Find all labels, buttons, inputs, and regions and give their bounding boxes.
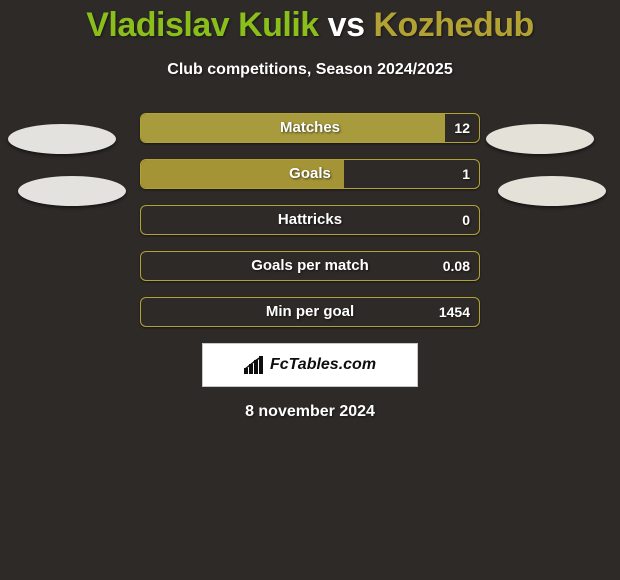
subtitle: Club competitions, Season 2024/2025 xyxy=(0,61,620,79)
bar-track xyxy=(140,251,480,281)
brand-box: FcTables.com xyxy=(202,343,418,387)
oval-right xyxy=(498,176,606,206)
brand-text: FcTables.com xyxy=(270,356,376,374)
player1-name: Vladislav Kulik xyxy=(86,6,319,44)
date-label: 8 november 2024 xyxy=(0,403,620,421)
brand-inner: FcTables.com xyxy=(244,356,376,374)
bar-track xyxy=(140,159,480,189)
comparison-title: Vladislav Kulik vs Kozhedub xyxy=(0,0,620,45)
oval-left xyxy=(18,176,126,206)
bar-fill-left xyxy=(141,114,445,142)
player2-name: Kozhedub xyxy=(373,6,533,44)
vs-label: vs xyxy=(328,6,365,44)
stat-row: Hattricks0 xyxy=(0,205,620,235)
oval-right xyxy=(486,124,594,154)
bar-fill-left xyxy=(141,160,344,188)
brand-bars-icon xyxy=(244,356,266,374)
bar-track xyxy=(140,113,480,143)
bar-track xyxy=(140,205,480,235)
stat-row: Min per goal1454 xyxy=(0,297,620,327)
stat-row: Goals per match0.08 xyxy=(0,251,620,281)
oval-left xyxy=(8,124,116,154)
bar-track xyxy=(140,297,480,327)
